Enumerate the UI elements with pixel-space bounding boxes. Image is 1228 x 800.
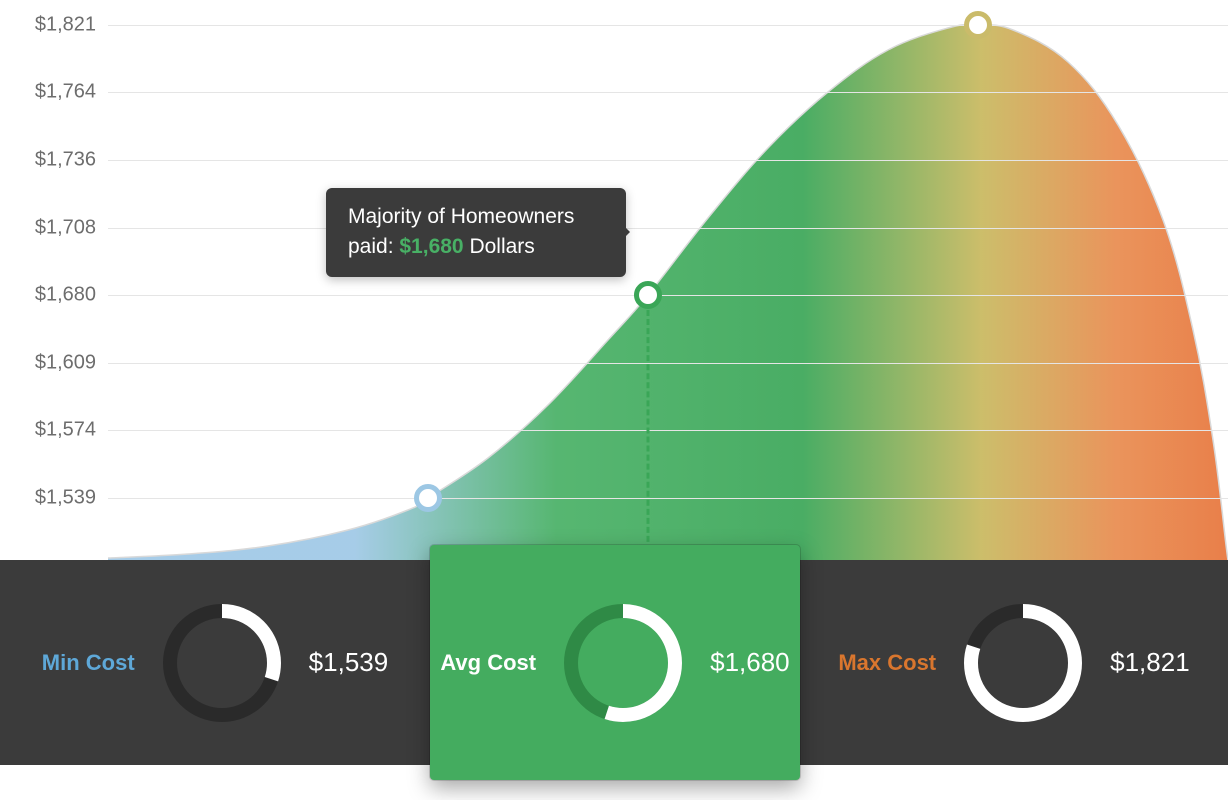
- avg-indicator-line: [647, 310, 650, 560]
- avg-cost-value: $1,680: [710, 647, 790, 678]
- min-cost-label: Min Cost: [42, 650, 135, 676]
- y-tick-label: $1,539: [35, 487, 96, 510]
- avg-marker: [634, 281, 662, 309]
- avg-tooltip: Majority of Homeowners paid: $1,680 Doll…: [326, 188, 626, 277]
- gridline: [108, 295, 1228, 296]
- gridline: [108, 25, 1228, 26]
- donut-icon: [163, 604, 281, 722]
- max-cost-label: Max Cost: [838, 650, 936, 676]
- y-tick-label: $1,736: [35, 149, 96, 172]
- avg-cost-label: Avg Cost: [440, 650, 536, 676]
- tooltip-value: $1,680: [399, 235, 463, 258]
- gridline: [108, 363, 1228, 364]
- area-fill: [108, 25, 1228, 560]
- y-tick-label: $1,821: [35, 14, 96, 37]
- gridline: [108, 498, 1228, 499]
- plot-area: Majority of Homeowners paid: $1,680 Doll…: [108, 0, 1228, 560]
- gridline: [108, 160, 1228, 161]
- y-tick-label: $1,764: [35, 81, 96, 104]
- donut-icon: [564, 604, 682, 722]
- y-tick-label: $1,708: [35, 217, 96, 240]
- tooltip-unit: Dollars: [464, 235, 535, 258]
- min-cost-value: $1,539: [309, 647, 389, 678]
- gridline: [108, 228, 1228, 229]
- min-marker: [414, 484, 442, 512]
- tooltip-prefix: paid:: [348, 235, 399, 258]
- cost-summary-footer: Min Cost $1,539 Avg Cost $1,680 Max Cost…: [0, 560, 1228, 800]
- y-axis: $1,821 $1,764 $1,736 $1,708 $1,680 $1,609 $1,5…: [0, 0, 108, 560]
- area-curve-svg: [108, 0, 1228, 560]
- max-cost-card: Max Cost $1,821: [800, 560, 1228, 765]
- y-tick-label: $1,574: [35, 419, 96, 442]
- min-cost-card: Min Cost $1,539: [0, 560, 430, 765]
- gridline: [108, 430, 1228, 431]
- max-cost-value: $1,821: [1110, 647, 1190, 678]
- y-tick-label: $1,680: [35, 284, 96, 307]
- gridline: [108, 92, 1228, 93]
- avg-cost-card: Avg Cost $1,680: [430, 545, 800, 780]
- max-marker: [964, 11, 992, 39]
- tooltip-line1: Majority of Homeowners: [348, 202, 604, 232]
- donut-icon: [964, 604, 1082, 722]
- cost-chart: $1,821 $1,764 $1,736 $1,708 $1,680 $1,609 $1,5…: [0, 0, 1228, 610]
- tooltip-line2: paid: $1,680 Dollars: [348, 232, 604, 262]
- y-tick-label: $1,609: [35, 352, 96, 375]
